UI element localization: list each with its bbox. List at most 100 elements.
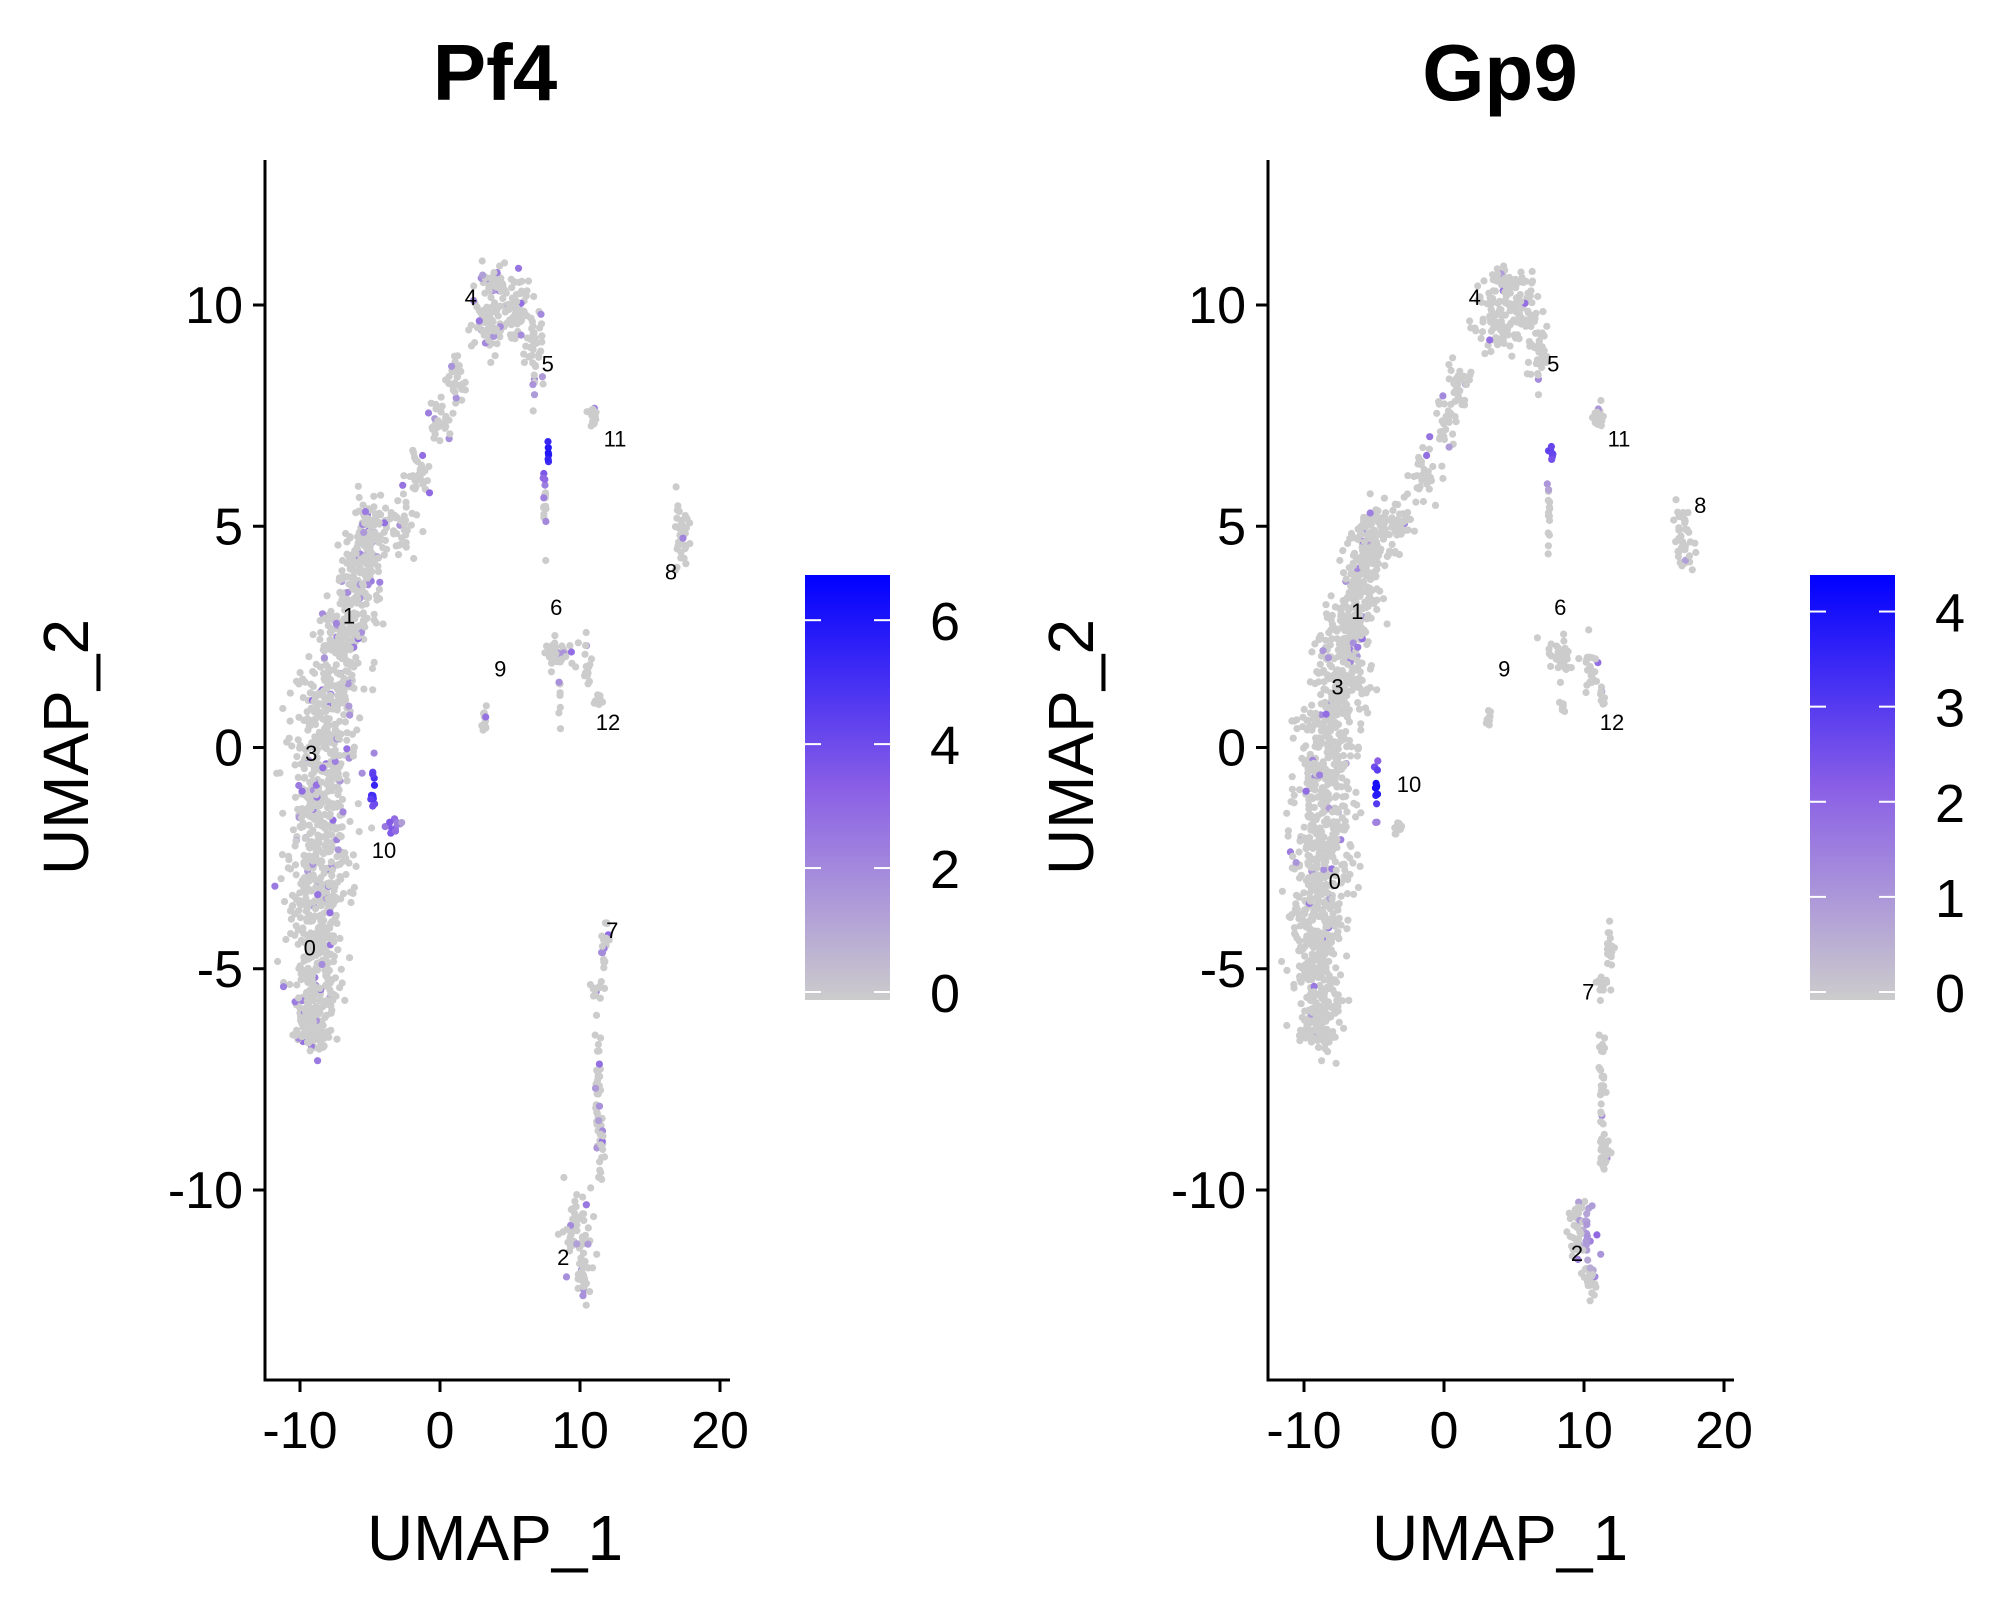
cluster-label: 5 (542, 351, 554, 376)
data-point (1320, 865, 1328, 874)
data-point (413, 476, 421, 484)
data-point (359, 610, 367, 618)
data-point (574, 1275, 582, 1283)
data-point (529, 345, 537, 353)
data-point (1319, 647, 1327, 655)
data-point (317, 629, 325, 637)
data-point (373, 596, 381, 604)
data-point (386, 818, 394, 826)
data-point (353, 726, 361, 734)
colorbar-tick-label: 0 (1935, 964, 1965, 1024)
data-point (1300, 889, 1308, 897)
data-point (1339, 639, 1347, 647)
data-point (1336, 971, 1345, 979)
data-point (558, 642, 566, 650)
data-point (425, 489, 434, 497)
data-point (1301, 936, 1309, 945)
cluster-label: 1 (343, 604, 355, 629)
data-point (1517, 268, 1525, 276)
data-point (345, 702, 353, 710)
data-point (307, 887, 316, 895)
data-point (1602, 1151, 1610, 1159)
data-point (1306, 709, 1315, 717)
data-point (325, 738, 333, 747)
data-point (1382, 515, 1390, 524)
data-point (304, 950, 312, 958)
data-point (300, 851, 308, 860)
data-point (594, 1040, 603, 1049)
data-point (399, 481, 407, 489)
data-point (341, 718, 349, 726)
data-point (1325, 985, 1333, 993)
data-point (451, 388, 459, 396)
data-point (417, 461, 425, 469)
data-point (371, 800, 379, 808)
data-point (1321, 902, 1329, 910)
data-point (349, 551, 357, 559)
data-point (1367, 662, 1375, 670)
colorbar-tick-label: 1 (1935, 869, 1965, 929)
data-point (320, 743, 328, 751)
data-point (1600, 1165, 1608, 1173)
data-point (1330, 746, 1338, 754)
data-point (511, 335, 519, 343)
data-point (369, 770, 377, 778)
data-point (327, 778, 335, 787)
data-point (1373, 565, 1381, 574)
data-point (546, 648, 554, 656)
data-point (470, 282, 478, 290)
data-point (325, 667, 333, 675)
data-point (528, 335, 536, 343)
data-point (1350, 890, 1358, 898)
data-point (375, 585, 383, 594)
data-point (1681, 525, 1689, 534)
data-point (541, 475, 549, 483)
data-point (307, 805, 315, 813)
data-point (1352, 788, 1360, 797)
data-point (324, 847, 332, 855)
data-point (1538, 343, 1546, 351)
data-point (294, 736, 302, 744)
data-point (511, 312, 519, 320)
data-point (574, 639, 582, 647)
data-point (343, 745, 351, 753)
data-point (317, 708, 325, 717)
data-point (1542, 358, 1550, 366)
data-point (1295, 937, 1303, 945)
data-point (493, 340, 501, 348)
data-point (335, 576, 343, 585)
data-point (1297, 871, 1305, 879)
data-point (1347, 842, 1355, 851)
data-point (1431, 501, 1440, 509)
data-point (583, 408, 591, 416)
data-point (304, 1014, 312, 1022)
data-point (1371, 784, 1379, 792)
data-point (1586, 1264, 1594, 1272)
data-point (314, 924, 322, 933)
data-point (556, 689, 564, 697)
data-point (584, 1224, 592, 1232)
data-point (508, 284, 516, 292)
data-point (485, 336, 493, 344)
data-point (1310, 988, 1318, 996)
data-point (1670, 516, 1678, 524)
data-point (538, 332, 546, 340)
data-point (295, 713, 303, 721)
data-point (494, 312, 502, 320)
data-point (1289, 852, 1297, 861)
data-point (580, 1210, 588, 1218)
data-point (298, 1019, 306, 1027)
data-point (1328, 895, 1336, 903)
data-point (1588, 1272, 1596, 1280)
data-point (1327, 948, 1335, 957)
data-point (1363, 615, 1371, 623)
data-point (1302, 837, 1310, 845)
data-point (1305, 1027, 1313, 1035)
data-point (1679, 514, 1687, 522)
data-point (556, 725, 565, 733)
data-point (1297, 1000, 1305, 1008)
y-tick-label: 5 (1217, 498, 1246, 556)
data-point (365, 528, 373, 536)
data-point (483, 303, 491, 311)
